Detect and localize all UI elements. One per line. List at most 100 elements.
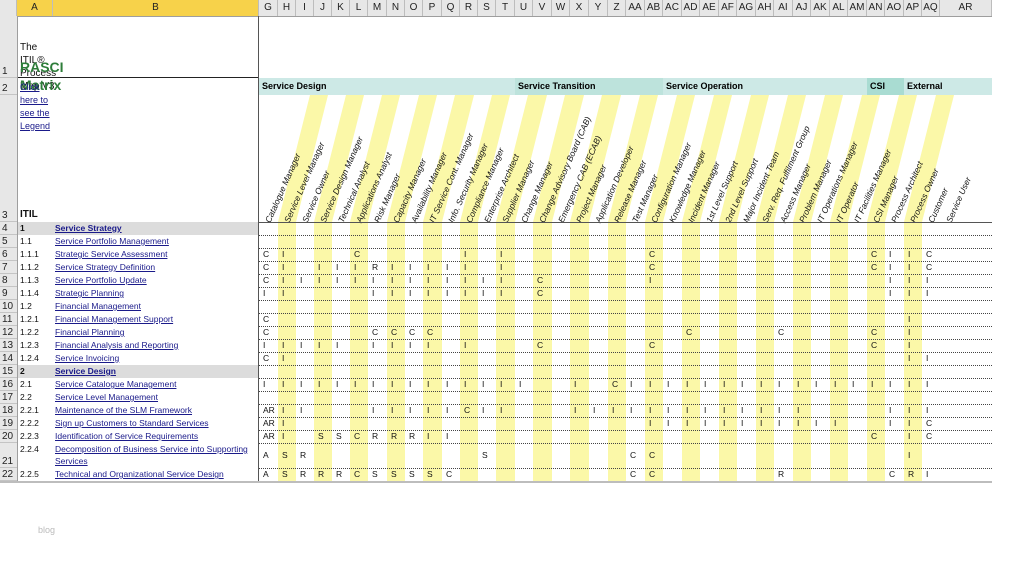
rasci-value[interactable]: I [282, 287, 285, 298]
rasci-value[interactable]: I [282, 261, 285, 272]
rasci-value[interactable]: I [667, 404, 670, 415]
process-id[interactable]: 1.1.1 [20, 249, 39, 259]
rasci-value[interactable]: C [427, 326, 434, 337]
rasci-value[interactable]: I [354, 261, 357, 272]
rasci-value[interactable]: I [500, 261, 503, 272]
rasci-value[interactable]: I [926, 404, 929, 415]
rasci-value[interactable]: I [649, 274, 652, 285]
rasci-value[interactable]: I [282, 274, 285, 285]
row-header[interactable]: 8 [0, 274, 17, 287]
rasci-value[interactable]: I [282, 339, 285, 350]
rasci-value[interactable]: I [889, 378, 892, 389]
rasci-value[interactable]: I [704, 417, 707, 428]
rasci-value[interactable]: I [760, 417, 763, 428]
rasci-value[interactable]: R [372, 261, 379, 272]
rasci-value[interactable]: I [427, 261, 430, 272]
process-name-link[interactable]: Strategic Service Assessment [55, 249, 168, 259]
rasci-value[interactable]: I [500, 378, 503, 389]
rasci-value[interactable]: R [409, 430, 416, 441]
row-header[interactable]: 11 [0, 313, 17, 326]
rasci-value[interactable]: C [446, 468, 453, 479]
rasci-value[interactable]: C [263, 248, 270, 259]
process-id[interactable]: 2.2.5 [20, 469, 39, 479]
rasci-value[interactable]: C [871, 339, 878, 350]
rasci-value[interactable]: I [446, 274, 449, 285]
rasci-value[interactable]: C [464, 404, 471, 415]
rasci-value[interactable]: C [649, 339, 656, 350]
rasci-value[interactable]: I [282, 352, 285, 363]
rasci-value[interactable]: I [464, 378, 467, 389]
rasci-value[interactable]: C [649, 248, 656, 259]
rasci-value[interactable]: I [686, 417, 689, 428]
column-header-m[interactable]: M [368, 0, 387, 16]
rasci-value[interactable]: I [760, 378, 763, 389]
rasci-value[interactable]: I [723, 378, 726, 389]
rasci-value[interactable]: I [815, 417, 818, 428]
rasci-value[interactable]: I [336, 261, 339, 272]
rasci-value[interactable]: I [908, 261, 911, 272]
rasci-value[interactable]: I [908, 449, 911, 460]
process-id[interactable]: 1.2.3 [20, 340, 39, 350]
rasci-value[interactable]: I [336, 274, 339, 285]
rasci-value[interactable]: S [318, 430, 324, 441]
rasci-value[interactable]: I [649, 404, 652, 415]
rasci-value[interactable]: C [354, 468, 361, 479]
rasci-value[interactable]: I [926, 352, 929, 363]
rasci-value[interactable]: I [263, 378, 266, 389]
column-header-ap[interactable]: AP [904, 0, 922, 16]
rasci-value[interactable]: I [612, 404, 615, 415]
row-header[interactable]: 6 [0, 248, 17, 261]
column-header-ac[interactable]: AC [663, 0, 682, 16]
rasci-value[interactable]: I [908, 248, 911, 259]
row-header[interactable]: 18 [0, 404, 17, 417]
process-id[interactable]: 2 [20, 366, 25, 376]
row-header[interactable]: 3 [0, 95, 17, 222]
rasci-value[interactable]: I [574, 378, 577, 389]
rasci-value[interactable]: I [649, 417, 652, 428]
process-id[interactable]: 2.2.3 [20, 431, 39, 441]
rasci-value[interactable]: I [908, 339, 911, 350]
column-header-ah[interactable]: AH [756, 0, 774, 16]
rasci-value[interactable]: C [778, 326, 785, 337]
column-header-b[interactable]: B [53, 0, 259, 16]
rasci-value[interactable]: I [464, 274, 467, 285]
column-header-an[interactable]: AN [867, 0, 885, 16]
rasci-value[interactable]: C [354, 430, 361, 441]
rasci-value[interactable]: S [409, 468, 415, 479]
rasci-value[interactable]: I [908, 326, 911, 337]
process-name-link[interactable]: Service Strategy [55, 223, 122, 233]
rasci-value[interactable]: C [537, 339, 544, 350]
rasci-value[interactable]: S [482, 449, 488, 460]
row-header[interactable]: 19 [0, 417, 17, 430]
row-header[interactable]: 5 [0, 235, 17, 248]
rasci-value[interactable]: I [500, 404, 503, 415]
rasci-value[interactable]: I [409, 261, 412, 272]
process-id[interactable]: 2.2.4 [20, 444, 39, 454]
rasci-value[interactable]: I [852, 378, 855, 389]
row-header[interactable]: 2 [0, 78, 17, 95]
rasci-value[interactable]: I [889, 404, 892, 415]
row-header[interactable]: 4 [0, 222, 17, 235]
column-header-am[interactable]: AM [848, 0, 867, 16]
row-header[interactable]: 12 [0, 326, 17, 339]
rasci-value[interactable]: I [282, 417, 285, 428]
rasci-value[interactable]: I [723, 404, 726, 415]
rasci-value[interactable]: I [318, 274, 321, 285]
rasci-value[interactable]: S [391, 468, 397, 479]
rasci-value[interactable]: C [926, 261, 933, 272]
rasci-value[interactable]: I [871, 378, 874, 389]
rasci-value[interactable]: I [797, 404, 800, 415]
row-header[interactable]: 7 [0, 261, 17, 274]
column-header-l[interactable]: L [350, 0, 368, 16]
row-header[interactable]: 10 [0, 300, 17, 313]
rasci-value[interactable]: I [446, 430, 449, 441]
rasci-value[interactable]: S [427, 468, 433, 479]
process-name-link[interactable]: Service Portfolio Management [55, 236, 169, 246]
rasci-value[interactable]: I [723, 417, 726, 428]
rasci-value[interactable]: I [889, 287, 892, 298]
rasci-value[interactable]: C [686, 326, 693, 337]
rasci-value[interactable]: I [500, 274, 503, 285]
rasci-value[interactable]: I [372, 274, 375, 285]
row-header[interactable]: 9 [0, 287, 17, 300]
rasci-value[interactable]: I [889, 274, 892, 285]
